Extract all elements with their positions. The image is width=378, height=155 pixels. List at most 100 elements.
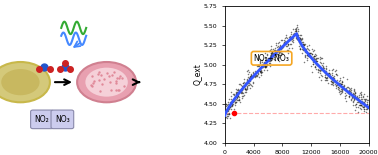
Point [230,99,236,102]
Point [264,52,270,55]
Point [283,45,289,48]
Point [255,65,261,67]
Point [356,100,363,103]
Point [226,112,232,115]
Point [239,87,245,90]
Point [326,68,332,71]
Point [322,65,328,67]
Point [228,102,234,104]
Point [235,95,242,97]
Point [353,103,359,106]
Point [296,38,302,41]
Point [331,77,337,79]
Point [226,106,232,109]
Point [244,87,250,89]
Point [276,52,282,54]
Point [305,54,311,57]
Point [342,97,349,100]
Point [298,44,304,46]
Point [307,55,313,58]
Point [347,90,353,93]
Point [340,76,346,78]
Point [263,65,269,67]
Point [322,71,328,73]
Point [228,108,234,111]
Point [275,49,281,52]
Point [234,96,240,98]
Point [297,46,303,49]
Point [349,97,355,100]
Point [316,69,322,71]
Point [355,97,361,99]
Point [274,53,280,55]
Point [289,40,295,42]
Point [244,84,250,87]
Point [354,94,360,97]
Point [267,49,273,52]
Point [297,33,303,36]
Point [346,94,352,97]
Point [329,69,335,71]
Point [225,115,231,117]
Point [277,47,283,50]
Point [242,88,248,90]
Point [311,55,318,57]
Point [352,95,358,97]
Point [358,93,364,95]
Point [362,100,368,103]
Point [287,35,293,38]
Point [329,83,335,86]
Point [265,56,271,59]
Point [318,62,324,65]
Point [262,62,268,65]
Point [290,41,296,43]
Point [293,36,299,39]
Point [262,65,268,68]
Point [246,76,253,79]
Point [293,31,299,34]
Point [335,83,341,86]
Point [241,78,247,80]
Point [228,91,234,93]
Point [272,59,278,62]
Point [344,90,350,92]
Point [277,51,283,53]
Point [273,50,279,53]
Point [354,95,360,98]
Point [268,59,274,62]
Point [235,99,241,101]
Point [239,91,245,93]
Point [306,55,312,58]
Point [313,68,319,70]
Point [269,52,275,54]
Point [281,43,287,45]
Point [341,84,347,87]
Point [322,75,328,78]
Point [245,84,251,86]
Point [284,37,290,40]
Point [315,68,321,71]
Point [350,104,356,106]
Point [227,106,233,108]
Point [263,60,270,63]
Point [320,66,326,69]
Point [257,58,263,60]
Point [306,53,312,55]
Point [352,96,358,99]
Point [242,87,248,89]
Point [250,71,256,73]
Point [314,64,321,67]
Point [321,70,327,72]
Point [294,33,300,36]
Point [336,82,342,85]
Point [350,92,356,95]
Point [229,103,235,106]
Point [360,100,366,103]
Point [312,53,318,55]
Point [309,53,315,55]
Point [315,57,321,59]
Point [232,88,239,91]
Point [234,91,240,94]
Point [279,47,285,50]
Point [355,110,361,113]
